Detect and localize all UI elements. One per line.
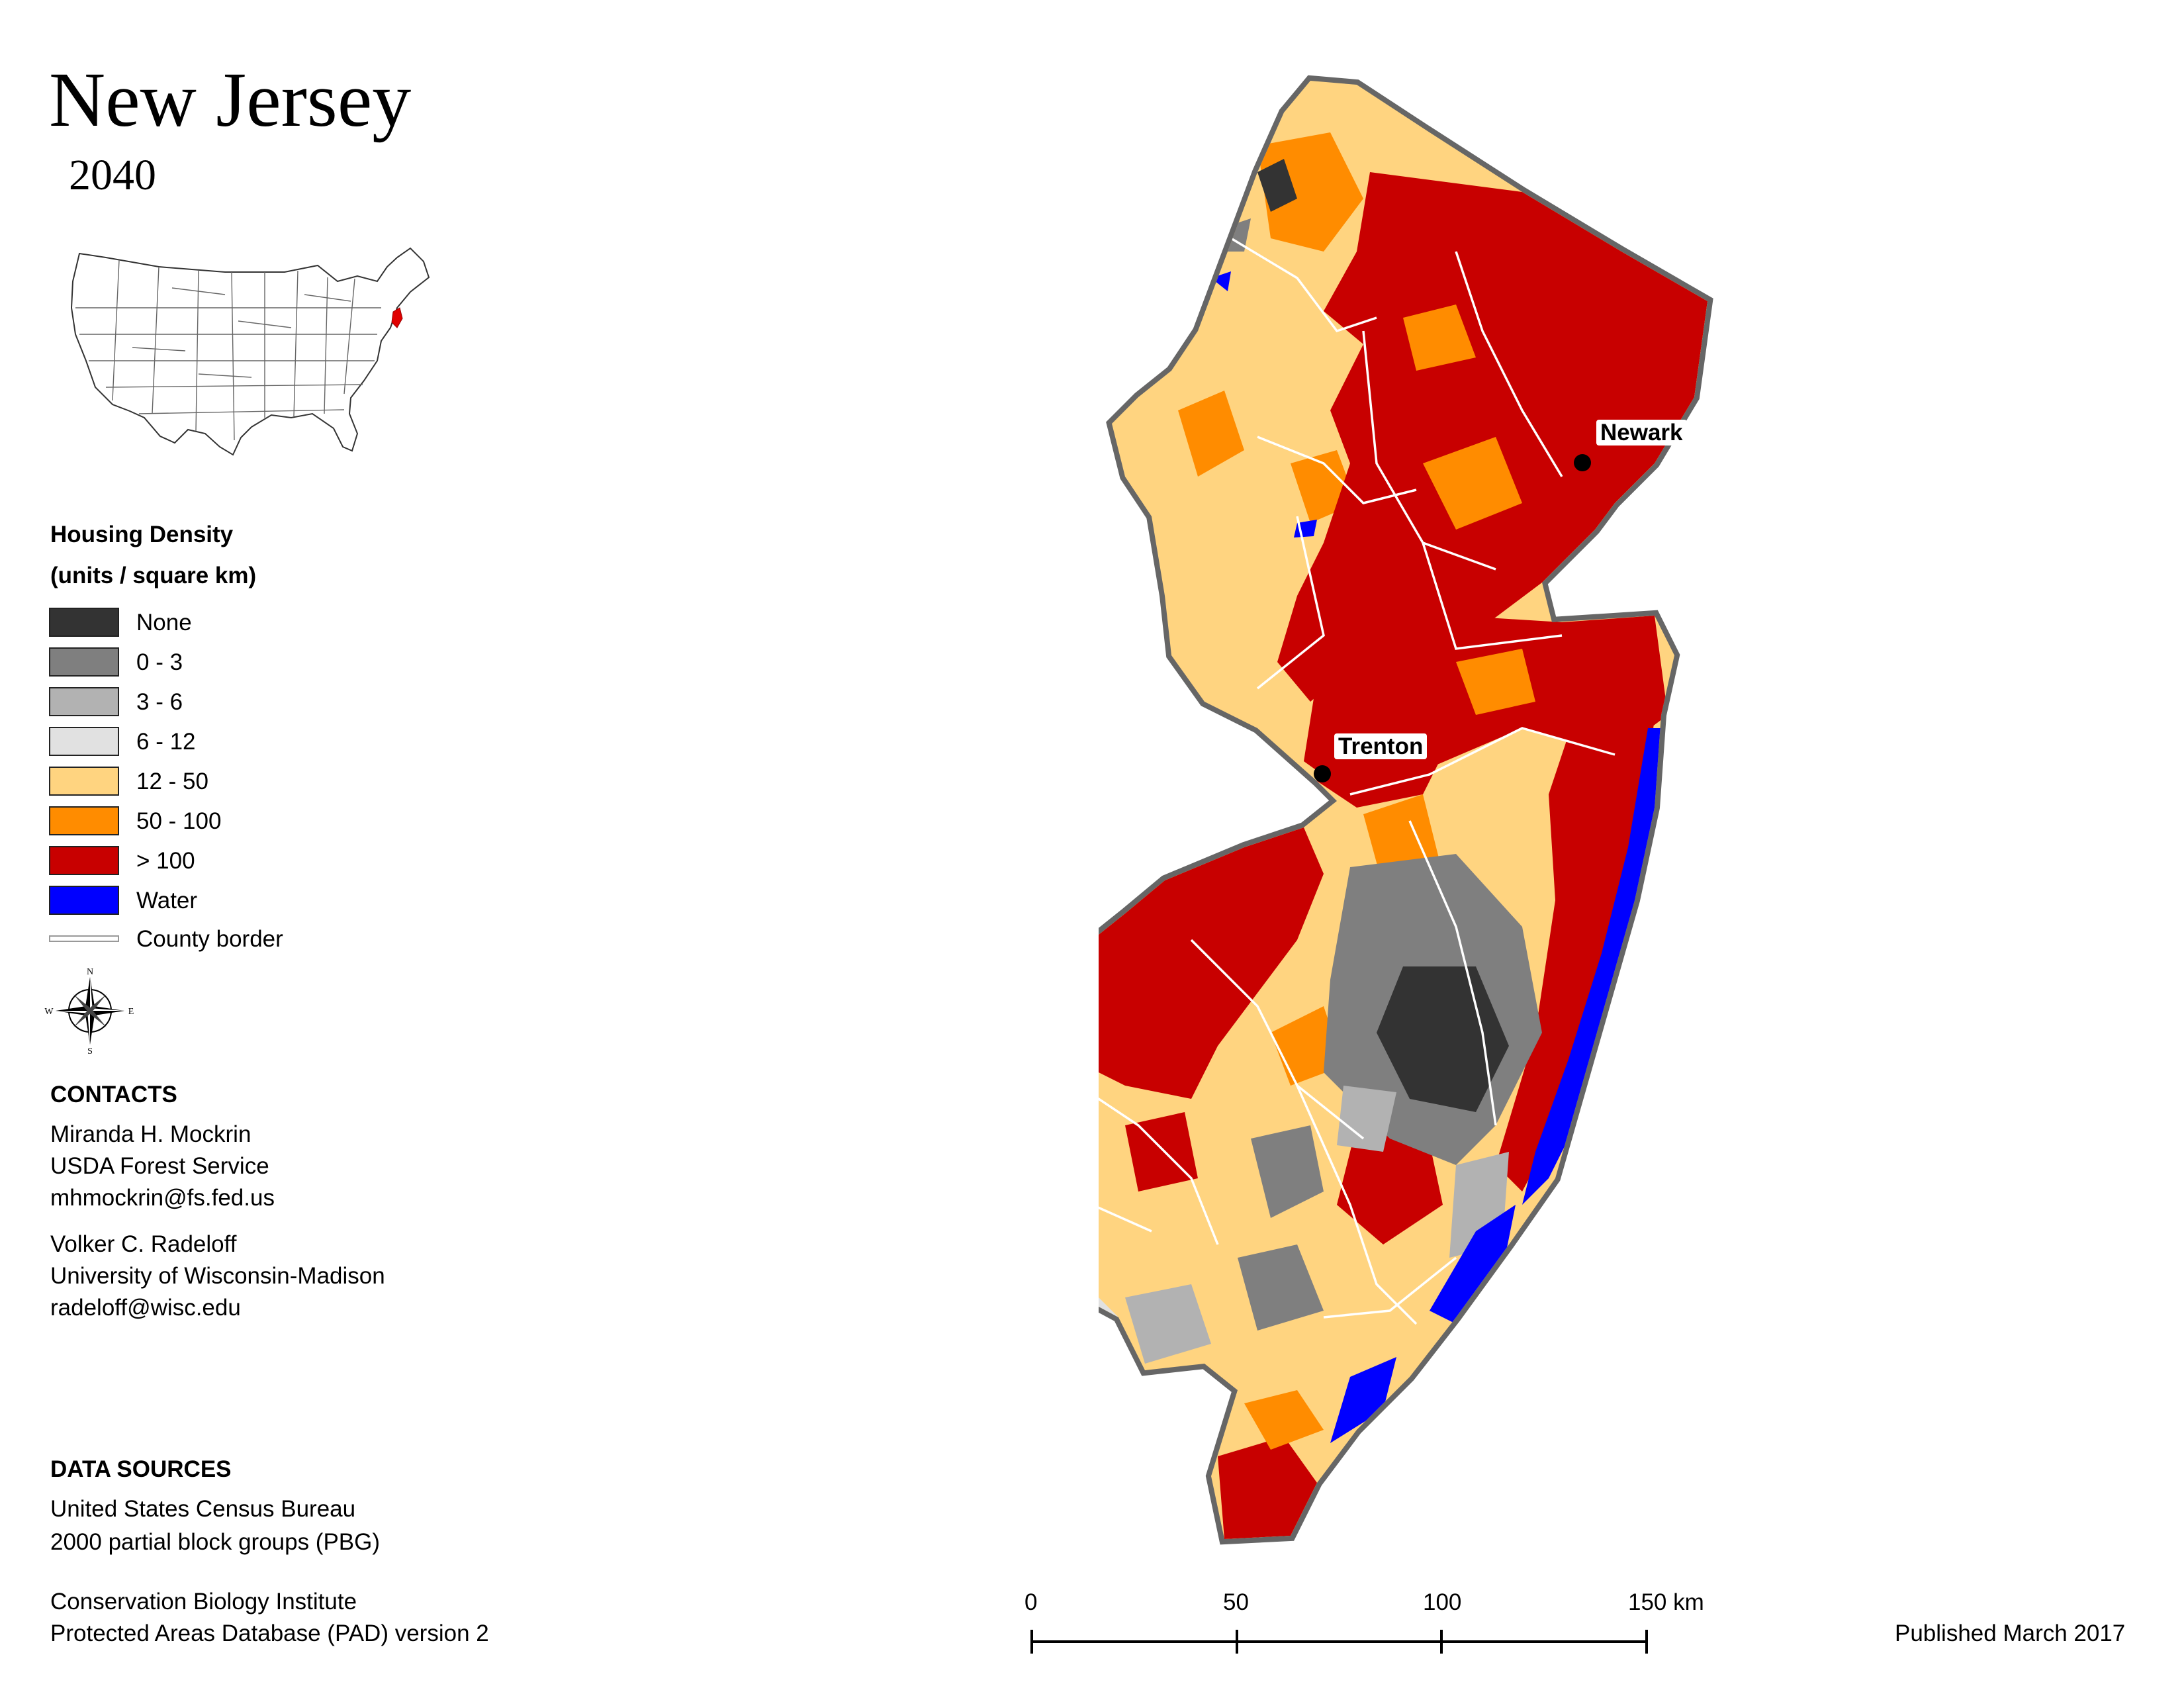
legend-label: 3 - 6 (136, 688, 183, 715)
legend-swatch (49, 846, 119, 875)
legend-swatch (49, 608, 119, 637)
legend-label: 0 - 3 (136, 649, 183, 675)
scale-label-150-km: 150 km (1628, 1589, 1704, 1615)
map-title: New Jersey (49, 56, 412, 143)
scale-label-0: 0 (1024, 1589, 1038, 1615)
legend-units: (units / square km) (50, 563, 257, 588)
contact-email: radeloff@wisc.edu (50, 1295, 241, 1321)
legend-item-water: Water (49, 886, 197, 915)
compass-w: W (44, 1007, 54, 1017)
map-subtitle-year: 2040 (69, 151, 156, 199)
legend-item-12-50: 12 - 50 (49, 767, 208, 796)
legend-label: 6 - 12 (136, 728, 196, 755)
us-locator-map (70, 247, 430, 456)
compass-rose-icon: N S E W (44, 968, 134, 1054)
legend-item-6-12: 6 - 12 (49, 727, 196, 756)
data-source-line: Protected Areas Database (PAD) version 2 (50, 1620, 489, 1646)
legend-item-0-3: 0 - 3 (49, 647, 183, 677)
legend-label: Water (136, 887, 198, 914)
scale-label-100: 100 (1423, 1589, 1462, 1615)
compass-e: E (128, 1007, 134, 1017)
scale-bar (1030, 1630, 1648, 1654)
scale-label-50: 50 (1223, 1589, 1249, 1615)
legend-swatch (49, 687, 119, 716)
legend-item-county-border: County border (49, 924, 283, 953)
compass-n: N (87, 968, 93, 977)
contact-org: University of Wisconsin-Madison (50, 1263, 385, 1289)
data-source-line: Conservation Biology Institute (50, 1589, 357, 1615)
city-label-trenton: Trenton (1334, 733, 1428, 759)
legend-swatch (49, 806, 119, 835)
data-sources-heading: DATA SOURCES (50, 1456, 232, 1482)
legend-label: 12 - 50 (136, 768, 208, 794)
published-date: Published March 2017 (1895, 1620, 2126, 1646)
city-marker-trenton (1314, 765, 1331, 782)
contact-name: Volker C. Radeloff (50, 1231, 237, 1257)
contact-name: Miranda H. Mockrin (50, 1121, 251, 1147)
legend-title: Housing Density (50, 522, 234, 547)
compass-s: S (87, 1047, 93, 1054)
legend-item-none: None (49, 608, 192, 637)
legend-swatch (49, 727, 119, 756)
city-marker-newark (1574, 454, 1591, 471)
legend-item-3-6: 3 - 6 (49, 687, 183, 716)
legend-swatch (49, 647, 119, 677)
legend-item-over-100: > 100 (49, 846, 195, 875)
data-source-line: United States Census Bureau (50, 1496, 356, 1522)
legend-swatch (49, 886, 119, 915)
legend-item-50-100: 50 - 100 (49, 806, 221, 835)
city-label-newark: Newark (1596, 420, 1687, 445)
legend-label: None (136, 609, 192, 635)
new-jersey-housing-density-map (1099, 73, 1747, 1549)
county-border-swatch (49, 935, 119, 942)
contact-email: mhmockrin@fs.fed.us (50, 1185, 275, 1211)
legend-label: County border (136, 925, 283, 952)
contact-org: USDA Forest Service (50, 1153, 269, 1179)
legend-label: 50 - 100 (136, 808, 222, 834)
contacts-heading: CONTACTS (50, 1082, 177, 1107)
legend-label: > 100 (136, 847, 195, 874)
legend-swatch (49, 767, 119, 796)
data-source-line: 2000 partial block groups (PBG) (50, 1529, 381, 1555)
